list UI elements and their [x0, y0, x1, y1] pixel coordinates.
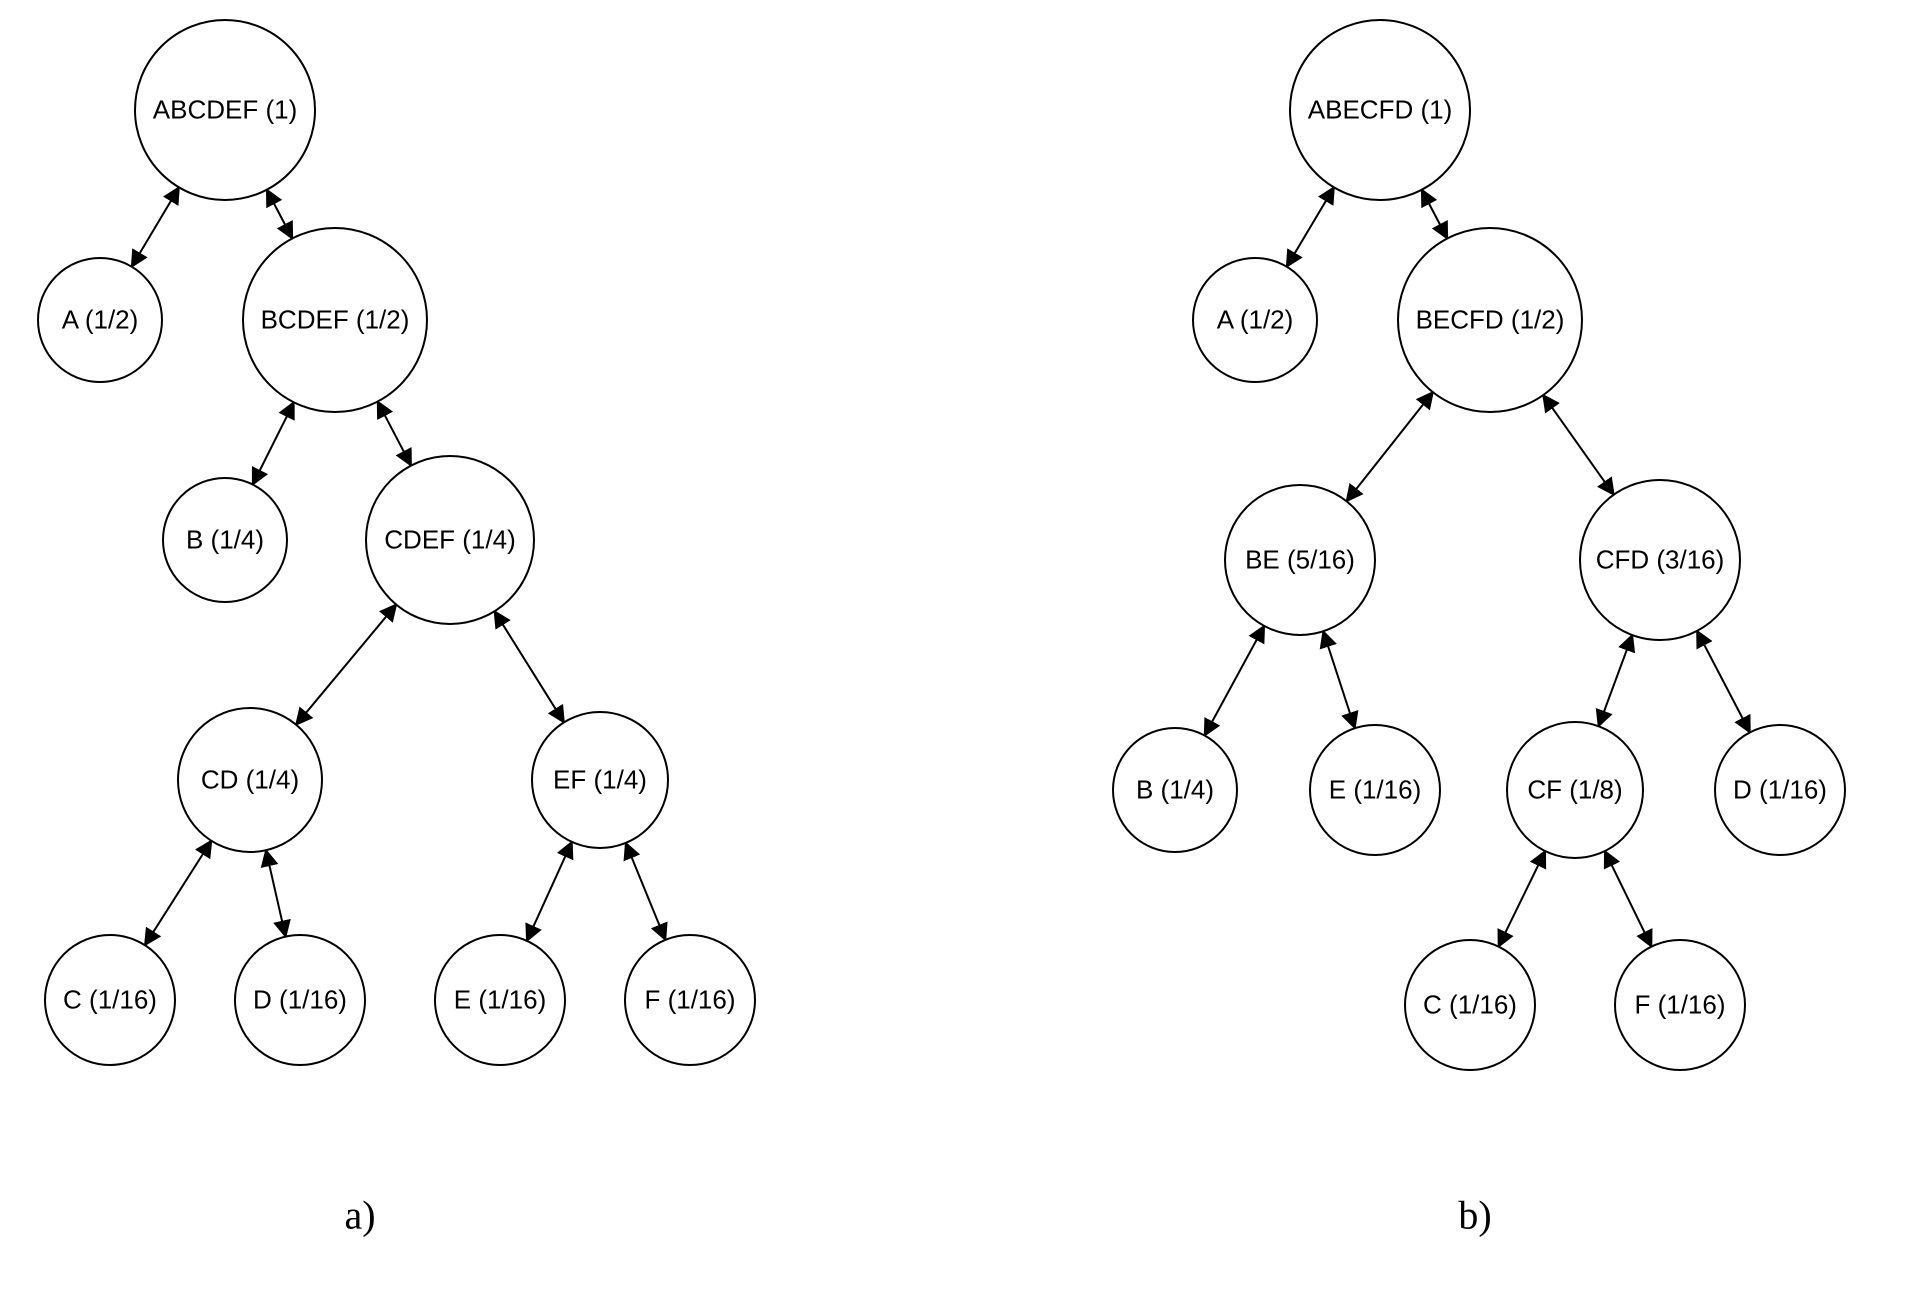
tree-edge: [1347, 392, 1433, 501]
tree-edge: [626, 843, 666, 940]
tree-edge: [145, 841, 211, 945]
tree-node: [45, 935, 175, 1065]
tree-node: [1290, 20, 1470, 200]
tree-node: [243, 228, 427, 412]
tree-edge: [296, 605, 396, 725]
tree-node: [38, 258, 162, 382]
tree-edge: [495, 611, 564, 722]
tree-node: [1398, 228, 1582, 412]
tree-node: [1580, 480, 1740, 640]
tree-node: [1193, 258, 1317, 382]
tree-edge: [378, 402, 411, 466]
subfigure-caption: a): [344, 1192, 375, 1239]
tree-edge: [1499, 851, 1546, 946]
tree-edge: [527, 842, 572, 941]
tree-node: [366, 456, 534, 624]
tree-node: [435, 935, 565, 1065]
tree-node: [1113, 728, 1237, 852]
tree-node: [178, 708, 322, 852]
tree-node: [135, 20, 315, 200]
tree-edge: [1205, 626, 1265, 736]
tree-edge: [1599, 635, 1633, 726]
tree-edge: [1287, 187, 1334, 266]
tree-edge: [132, 187, 179, 266]
tree-node: [532, 712, 668, 848]
tree-edge: [1605, 851, 1652, 946]
tree-node: [1225, 485, 1375, 635]
tree-diagram-svg: [0, 0, 1920, 1291]
tree-edge: [1543, 395, 1614, 495]
tree-edge: [1697, 631, 1750, 732]
tree-edge: [1422, 190, 1448, 239]
tree-node: [1310, 725, 1440, 855]
tree-edge: [253, 402, 294, 484]
tree-node: [1715, 725, 1845, 855]
tree-node: [625, 935, 755, 1065]
tree-node: [1507, 722, 1643, 858]
subfigure-caption: b): [1458, 1192, 1491, 1239]
tree-edge: [1323, 631, 1355, 728]
tree-node: [235, 935, 365, 1065]
tree-node: [1405, 940, 1535, 1070]
tree-node: [1615, 940, 1745, 1070]
diagram-container: { "type": "tree", "layout": { "canvas_wi…: [0, 0, 1920, 1291]
tree-edge: [266, 850, 286, 936]
tree-node: [163, 478, 287, 602]
tree-edge: [267, 190, 293, 239]
